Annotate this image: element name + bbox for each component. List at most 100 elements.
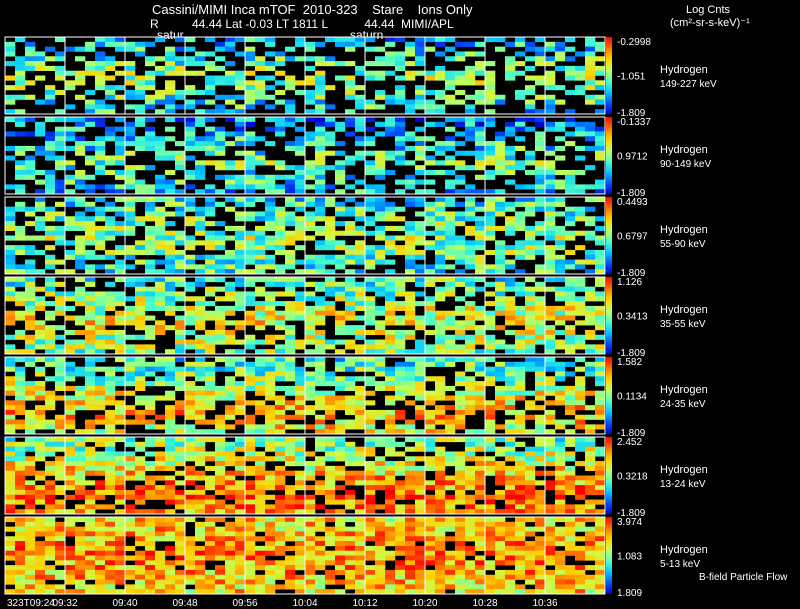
heatmap-cell	[245, 301, 256, 307]
heatmap-cell	[95, 145, 106, 151]
heatmap-cell	[145, 349, 156, 355]
heatmap-cell	[45, 99, 56, 105]
heatmap-cell	[25, 509, 36, 515]
heatmap-cell	[485, 235, 496, 241]
heatmap-cell	[325, 259, 336, 265]
heatmap-cell	[405, 99, 416, 105]
heatmap-cell	[355, 94, 366, 100]
heatmap-cell	[335, 315, 346, 321]
heatmap-cell	[195, 509, 206, 515]
heatmap-cell	[455, 475, 466, 481]
heatmap-cell	[515, 371, 526, 377]
heatmap-cell	[415, 85, 426, 91]
heatmap-cell	[235, 409, 246, 416]
heatmap-cell	[515, 381, 526, 387]
heatmap-cell	[555, 579, 566, 585]
heatmap-cell	[145, 99, 156, 105]
heatmap-cell	[535, 405, 546, 411]
heatmap-cell	[55, 344, 66, 350]
heatmap-cell	[565, 339, 576, 345]
heatmap-cell	[355, 254, 366, 260]
heatmap-cell	[485, 414, 496, 420]
heatmap-cell	[525, 390, 536, 396]
heatmap-cell	[5, 361, 16, 367]
heatmap-cell	[355, 117, 366, 123]
heatmap-cell	[265, 569, 276, 576]
heatmap-cell	[135, 320, 146, 326]
heatmap-cell	[395, 361, 406, 367]
heatmap-cell	[145, 531, 156, 537]
heatmap-cell	[395, 121, 406, 127]
heatmap-cell	[455, 296, 466, 302]
heatmap-cell	[175, 197, 186, 203]
heatmap-cell	[105, 264, 116, 270]
heatmap-cell	[265, 371, 276, 377]
heatmap-cell	[565, 334, 576, 340]
heatmap-cell	[595, 545, 606, 551]
heatmap-cell	[195, 89, 206, 96]
heatmap-cell	[75, 555, 86, 561]
heatmap-cell	[525, 545, 536, 551]
heatmap-cell	[145, 269, 156, 275]
heatmap-cell	[495, 245, 506, 251]
heatmap-cell	[325, 555, 336, 561]
heatmap-cell	[375, 225, 386, 231]
heatmap-cell	[195, 296, 206, 302]
heatmap-cell	[365, 475, 376, 481]
heatmap-cell	[435, 456, 446, 462]
heatmap-cell	[295, 541, 306, 547]
heatmap-cell	[315, 395, 326, 401]
heatmap-cell	[185, 385, 196, 391]
heatmap-cell	[585, 249, 596, 256]
heatmap-cell	[15, 569, 26, 576]
heatmap-cell	[535, 390, 546, 396]
heatmap-cell	[455, 150, 466, 156]
heatmap-cell	[475, 504, 486, 510]
heatmap-cell	[415, 201, 426, 207]
heatmap-cell	[425, 189, 436, 195]
heatmap-cell	[565, 301, 576, 307]
heatmap-cell	[455, 254, 466, 260]
heatmap-cell	[135, 310, 146, 316]
heatmap-cell	[335, 121, 346, 127]
heatmap-cell	[465, 291, 476, 297]
heatmap-cell	[545, 94, 556, 100]
heatmap-cell	[495, 301, 506, 307]
heatmap-cell	[595, 357, 606, 363]
heatmap-cell	[295, 446, 306, 452]
heatmap-cell	[235, 485, 246, 491]
heatmap-cell	[125, 409, 136, 416]
heatmap-cell	[105, 281, 116, 287]
heatmap-cell	[305, 75, 316, 81]
heatmap-cell	[105, 504, 116, 510]
heatmap-cell	[145, 41, 156, 47]
heatmap-cell	[415, 385, 426, 391]
heatmap-cell	[265, 61, 276, 67]
heatmap-cell	[105, 37, 116, 43]
heatmap-cell	[485, 221, 496, 227]
heatmap-cell	[95, 579, 106, 585]
heatmap-cell	[435, 531, 446, 537]
colorbar-tick-label: 2.452	[617, 437, 642, 448]
heatmap-cell	[315, 315, 326, 321]
heatmap-cell	[535, 357, 546, 363]
heatmap-cell	[265, 65, 276, 71]
heatmap-cell	[115, 565, 126, 571]
heatmap-cell	[385, 409, 396, 416]
heatmap-cell	[435, 385, 446, 391]
heatmap-cell	[325, 441, 336, 447]
heatmap-cell	[135, 197, 146, 203]
heatmap-cell	[385, 296, 396, 302]
heatmap-cell	[515, 184, 526, 190]
heatmap-cell	[325, 305, 336, 311]
heatmap-cell	[435, 41, 446, 47]
heatmap-cell	[35, 489, 46, 496]
heatmap-cell	[35, 589, 46, 595]
heatmap-cell	[245, 315, 256, 321]
heatmap-cell	[265, 117, 276, 123]
heatmap-cell	[25, 325, 36, 331]
heatmap-cell	[5, 117, 16, 123]
heatmap-cell	[315, 320, 326, 326]
heatmap-cell	[575, 555, 586, 561]
heatmap-cell	[255, 249, 266, 256]
